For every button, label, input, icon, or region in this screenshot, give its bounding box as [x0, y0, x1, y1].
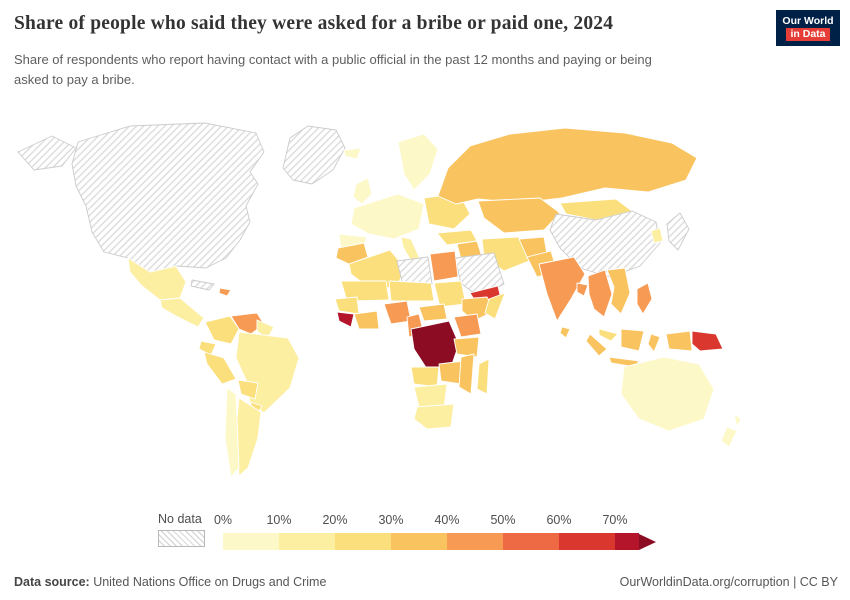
region-australia[interactable] — [620, 356, 715, 432]
region-western-europe[interactable] — [350, 193, 425, 240]
legend-tick-label: 50% — [490, 513, 516, 527]
legend-tick-label: 30% — [378, 513, 404, 527]
region-egypt[interactable] — [429, 250, 459, 282]
legend-no-data-label: No data — [158, 512, 202, 526]
region-papua-new-guinea[interactable] — [691, 330, 724, 352]
legend-swatch-row — [223, 533, 656, 550]
owid-logo[interactable]: Our World in Data — [776, 10, 840, 46]
region-malaysia[interactable] — [598, 328, 619, 342]
region-brazil[interactable] — [235, 331, 300, 414]
legend-no-data: No data — [158, 512, 205, 547]
legend-tick-label: 70% — [602, 513, 628, 527]
region-indonesia[interactable] — [647, 333, 661, 353]
owid-logo-accent: in Data — [786, 27, 830, 42]
region-china[interactable] — [549, 210, 661, 278]
region-italy[interactable] — [400, 236, 421, 262]
owid-logo-line1: Our World — [782, 14, 834, 27]
region-democratic-republic-of-congo[interactable] — [410, 320, 460, 370]
region-somalia[interactable] — [484, 292, 506, 320]
region-indonesia[interactable] — [620, 328, 645, 352]
region-indonesia[interactable] — [665, 330, 693, 352]
region-ghana-cote-divoire[interactable] — [353, 310, 380, 330]
region-central-african-republic[interactable] — [418, 303, 448, 322]
region-russia[interactable] — [437, 127, 698, 205]
region-north-america[interactable] — [71, 122, 265, 273]
legend-arrow-tip — [639, 533, 656, 550]
region-myanmar-thailand[interactable] — [587, 269, 613, 318]
region-cuba[interactable] — [190, 279, 215, 291]
world-map — [0, 100, 850, 505]
legend-arrow-rect[interactable] — [615, 533, 639, 550]
data-source[interactable]: Data source: United Nations Office on Dr… — [14, 575, 326, 589]
region-iceland[interactable] — [343, 147, 362, 160]
region-liberia-sierra-leone[interactable] — [336, 311, 355, 328]
region-mozambique[interactable] — [458, 353, 475, 395]
region-indonesia[interactable] — [585, 333, 608, 357]
legend-bin-5[interactable] — [503, 533, 559, 550]
region-south-africa[interactable] — [413, 403, 455, 430]
region-libya[interactable] — [396, 256, 433, 290]
region-sri-lanka[interactable] — [559, 326, 571, 339]
region-uganda-kenya[interactable] — [453, 313, 482, 338]
legend-bin-0[interactable] — [223, 533, 279, 550]
legend-no-data-swatch[interactable] — [158, 530, 205, 547]
region-united-kingdom[interactable] — [352, 177, 373, 205]
footer-link[interactable]: OurWorldinData.org/corruption | CC BY — [619, 575, 838, 589]
region-kazakhstan[interactable] — [477, 197, 561, 234]
legend-tick-label: 40% — [434, 513, 460, 527]
region-bangladesh[interactable] — [576, 282, 589, 297]
legend-swatches — [223, 533, 615, 550]
legend-tick-label: 10% — [266, 513, 292, 527]
data-source-text: United Nations Office on Drugs and Crime — [89, 575, 327, 589]
map-legend: No data 0% 10% 20% 30% 40% 50% 60% 70% — [158, 512, 656, 550]
region-chile[interactable] — [224, 387, 240, 478]
region-south-korea[interactable] — [650, 227, 664, 244]
region-tanzania[interactable] — [453, 336, 480, 358]
region-india[interactable] — [538, 256, 586, 322]
region-japan[interactable] — [666, 212, 690, 251]
legend-bin-2[interactable] — [335, 533, 391, 550]
data-source-label: Data source: — [14, 575, 90, 589]
region-mauritania-mali[interactable] — [340, 280, 390, 302]
region-angola[interactable] — [410, 366, 440, 388]
region-colombia[interactable] — [204, 315, 240, 345]
region-greenland[interactable] — [282, 125, 346, 185]
region-bolivia[interactable] — [237, 379, 259, 400]
chart-subtitle: Share of respondents who report having c… — [14, 52, 652, 87]
region-north-america[interactable] — [17, 135, 77, 171]
region-philippines[interactable] — [636, 282, 653, 315]
region-central-america[interactable] — [159, 297, 205, 328]
region-new-zealand[interactable] — [720, 413, 742, 448]
chart-footer: Data source: United Nations Office on Dr… — [14, 575, 838, 589]
region-scandinavia[interactable] — [397, 133, 439, 191]
region-dominican-republic[interactable] — [218, 287, 232, 297]
legend-bin-3[interactable] — [391, 533, 447, 550]
region-madagascar[interactable] — [476, 358, 490, 395]
legend-bin-1[interactable] — [279, 533, 335, 550]
region-argentina[interactable] — [235, 397, 262, 477]
region-niger-chad[interactable] — [388, 280, 435, 302]
region-peru[interactable] — [203, 351, 237, 385]
legend-bin-6[interactable] — [559, 533, 615, 550]
legend-tick-label: 0% — [213, 513, 233, 527]
legend-tick-label: 20% — [322, 513, 348, 527]
region-senegal-guinea[interactable] — [334, 296, 360, 315]
page-title: Share of people who said they were asked… — [14, 13, 614, 34]
legend-bins: 0% 10% 20% 30% 40% 50% 60% 70% — [214, 512, 656, 550]
legend-tick-label: 60% — [546, 513, 572, 527]
region-sudan[interactable] — [433, 280, 467, 308]
region-vietnam[interactable] — [606, 267, 631, 315]
legend-bin-4[interactable] — [447, 533, 503, 550]
